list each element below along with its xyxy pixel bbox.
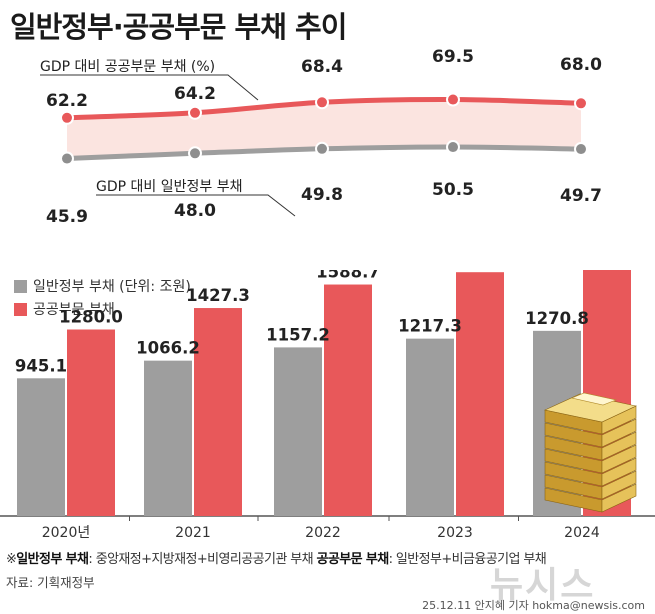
legend-swatch-public [14,302,27,316]
line-chart: 62.2 64.2 68.4 69.5 68.0 45.9 48.0 49.8 50.5 49.7… [40,47,602,227]
bar-general-2020년 [17,378,65,516]
value-label-public-2020: 62.2 [46,91,88,111]
value-label-public-2021: 64.2 [174,84,216,104]
bar-label-general-2020년: 945.1 [15,356,67,375]
money-stack-band [571,392,618,406]
footnote-mark: ※ [6,552,17,567]
x-tick-label-2021: 2021 [175,525,211,541]
point-public-2024 [574,96,588,111]
value-label-general-2021: 48.0 [174,201,216,221]
value-label-general-2024: 49.7 [560,186,602,206]
point-general-2024 [574,142,588,157]
point-public-2021 [188,105,202,120]
bar-public-2020년 [67,329,115,516]
x-tick-label-2024: 2024 [564,525,600,541]
money-stack-front-2 [601,457,637,487]
money-stack-front-5 [601,418,637,448]
bar-label-general-2022: 1157.2 [266,325,330,344]
legend-label-general: 일반정부 부채 (단위: 조원) [33,279,191,295]
value-label-public-2022: 68.4 [301,57,343,77]
series-label-general: GDP 대비 일반정부 부채 [96,179,242,195]
byline: 25.12.11 안지혜 기자 hokma@newsis.com [422,599,645,612]
legend-swatch-general [14,279,27,293]
leader-line-public [40,74,259,101]
money-stack-front-3 [601,444,637,474]
footnote-def-general: : 중앙재정+지방재정+비영리공공기관 부채 [88,552,313,567]
legend-general-debt: 일반정부 부채 (단위: 조원) [14,276,191,296]
footnote-term-general: 일반정부 부채 [16,552,89,567]
source-note: 자료: 기획재정부 [6,575,95,590]
leader-line-general [96,194,296,217]
bar-general-2023 [406,338,454,516]
value-label-public-2024: 68.0 [560,55,602,75]
footnote-term-public: 공공부문 부채 [316,552,390,567]
point-general-2023 [446,140,460,155]
footnote: ※일반정부 부채: 중앙재정+지방재정+비영리공공기관 부채 공공부문 부채: … [6,548,547,567]
point-general-2020 [60,151,74,166]
money-stack-front-0 [601,483,637,513]
bar-general-2021 [144,360,192,516]
bar-label-general-2021: 1066.2 [136,339,200,358]
legend-label-public: 공공부문 부채 [33,302,115,318]
chart-title: 일반정부·공공부문 부채 추이 [10,10,347,44]
bar-label-general-2024: 1270.8 [525,309,589,328]
legend-public-debt: 공공부문 부채 [14,299,115,319]
watermark-logo: 뉴시스 [490,565,596,606]
bar-chart: 945.1 1280.0 2020년 1066.2 1427.3 2021 1157.2 15… [0,270,655,541]
money-stack-illustration [544,392,637,513]
money-stack-front-1 [601,470,637,500]
value-label-general-2022: 49.8 [301,185,343,205]
point-public-2022 [315,95,329,110]
bar-label-public-2021: 1427.3 [186,286,250,305]
point-general-2022 [315,141,329,156]
value-label-public-2023: 69.5 [432,47,474,67]
series-label-public: GDP 대비 공공부문 부채 (%) [40,59,215,75]
bar-label-general-2023: 1217.3 [398,317,462,336]
value-label-general-2023: 50.5 [432,180,474,200]
point-public-2020 [60,110,74,125]
bar-public-2021 [194,308,242,516]
money-stack-front-4 [601,431,637,461]
x-tick-label-2023: 2023 [437,525,473,541]
footnote-def-public: : 일반정부+비금융공기업 부채 [388,552,547,567]
bar-label-public-2020년: 1280.0 [59,308,123,327]
bar-label-public-2022: 1588.7 [316,270,380,282]
bar-general-2022 [274,347,322,516]
money-stack-top [544,393,637,423]
x-tick-label-2022: 2022 [305,525,341,541]
x-tick-label-2020년: 2020년 [42,525,91,541]
point-public-2023 [446,92,460,107]
bar-public-2022 [324,284,372,516]
value-label-general-2020: 45.9 [46,207,88,227]
point-general-2021 [188,146,202,161]
bar-public-2023 [456,272,504,516]
